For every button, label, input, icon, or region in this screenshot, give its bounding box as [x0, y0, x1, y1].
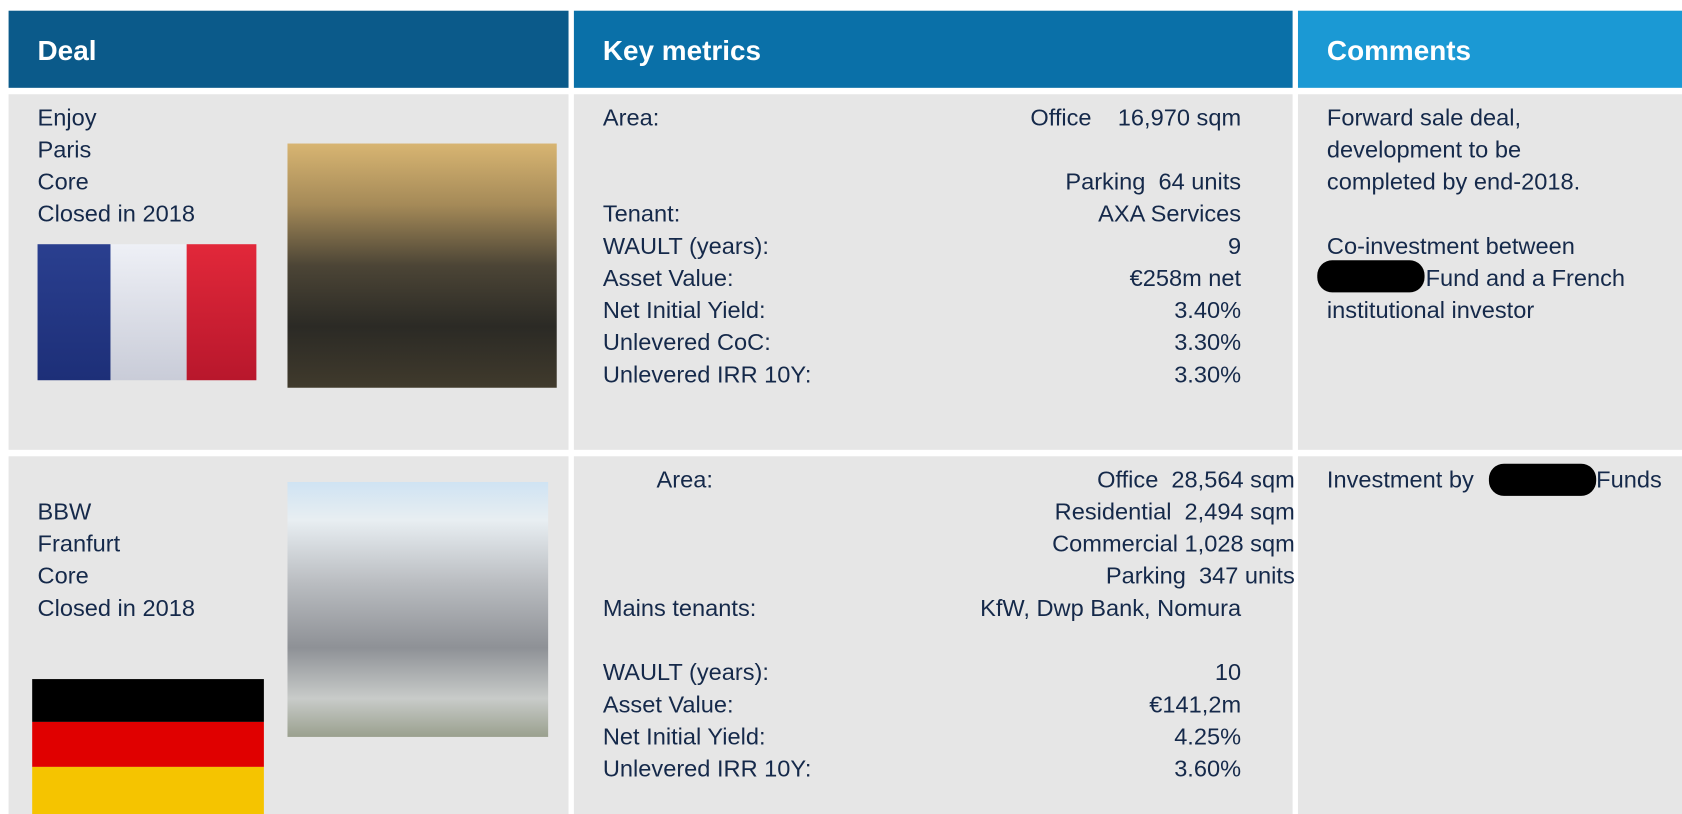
- deal-text: Enjoy: [37, 103, 97, 131]
- metric-value: Parking 64 units: [1065, 168, 1242, 195]
- table-cell: [1297, 456, 1682, 814]
- metric-label: Area:: [656, 465, 713, 493]
- metric-value: €141,2m: [1149, 690, 1242, 718]
- metric-value: 3.30%: [1174, 328, 1242, 356]
- flag-stripe: [32, 721, 264, 767]
- metric-value: 4.25%: [1174, 722, 1242, 750]
- metric-label: Unlevered IRR 10Y:: [602, 755, 812, 782]
- metric-value: Office 16,970 sqm: [1030, 103, 1242, 131]
- comment-text: institutional investor: [1326, 296, 1535, 324]
- table-cell: [573, 94, 1293, 450]
- flag-stripe: [110, 244, 187, 381]
- deal-text: Franfurt: [37, 530, 121, 557]
- metric-value: AXA Services: [1098, 200, 1242, 228]
- comment-text: completed by end-2018.: [1326, 168, 1581, 195]
- metric-value: Parking 347 units: [1105, 562, 1295, 590]
- metric-value: Office 28,564 sqm: [1097, 465, 1295, 493]
- flag-stripe: [32, 766, 264, 814]
- metric-label: Unlevered CoC:: [602, 328, 771, 356]
- header-cell: [573, 10, 1293, 88]
- metric-label: WAULT (years):: [602, 232, 769, 260]
- metric-value: 10: [1214, 658, 1242, 686]
- header-cell: [1297, 10, 1682, 88]
- table-cell: [573, 456, 1293, 814]
- header-cell: [8, 10, 569, 88]
- redaction: [1317, 260, 1425, 293]
- metric-label: Asset Value:: [602, 690, 734, 718]
- comment-text: development to be: [1326, 136, 1522, 163]
- metric-label: Mains tenants:: [602, 594, 757, 622]
- flag-stripe: [186, 244, 257, 381]
- comment-text: Co-investment between: [1326, 232, 1575, 260]
- comment-text: Forward sale deal,: [1326, 103, 1522, 131]
- metric-value: 9: [1227, 232, 1242, 260]
- header-title: Key metrics: [602, 34, 761, 67]
- metric-label: Net Initial Yield:: [602, 296, 766, 324]
- comment-text: Investment by: [1326, 465, 1474, 493]
- metric-label: Unlevered IRR 10Y:: [602, 360, 812, 388]
- comment-text: Fund and a French: [1425, 264, 1626, 292]
- deal-text: Core: [37, 168, 89, 195]
- metric-label: WAULT (years):: [602, 658, 769, 686]
- metric-value: Commercial 1,028 sqm: [1052, 530, 1295, 557]
- metric-label: Net Initial Yield:: [602, 722, 766, 750]
- deal-text: Paris: [37, 136, 92, 163]
- deal-text: Closed in 2018: [37, 594, 195, 622]
- metric-label: Asset Value:: [602, 264, 734, 292]
- metric-label: Tenant:: [602, 200, 681, 228]
- metric-value: 3.30%: [1174, 360, 1242, 388]
- metric-value: €258m net: [1129, 264, 1242, 292]
- deal-text: Closed in 2018: [37, 200, 195, 228]
- metric-value: Residential 2,494 sqm: [1054, 498, 1295, 525]
- deal-text: Core: [37, 562, 89, 590]
- comment-text: Funds: [1596, 465, 1662, 493]
- building-photo: [287, 143, 557, 388]
- metric-value: 3.40%: [1174, 296, 1242, 324]
- flag-stripe: [37, 244, 111, 381]
- metric-label: Area:: [602, 103, 660, 131]
- flag-stripe: [32, 679, 264, 722]
- metric-value: KfW, Dwp Bank, Nomura: [980, 594, 1242, 622]
- header-title: Deal: [37, 34, 97, 67]
- metric-value: 3.60%: [1174, 755, 1242, 782]
- redaction: [1488, 463, 1597, 496]
- building-photo: [287, 481, 549, 737]
- deal-text: BBW: [37, 498, 92, 525]
- header-title: Comments: [1326, 34, 1472, 67]
